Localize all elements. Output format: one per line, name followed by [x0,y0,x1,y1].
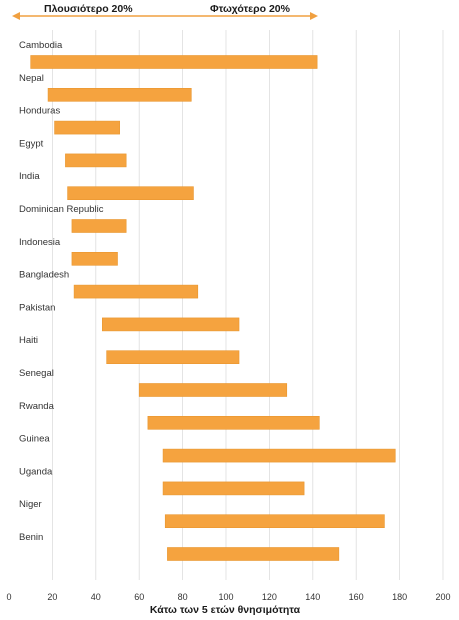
range-bar [167,547,340,561]
x-tick-label: 40 [91,592,101,602]
category-label: Honduras [19,106,60,117]
range-bar [106,350,240,365]
x-tick-label: 180 [392,592,407,602]
range-bar [30,55,318,69]
range-bar [71,252,118,266]
x-tick-label: 80 [178,592,188,602]
range-arrow-right-head [310,12,318,20]
range-bar [102,317,240,332]
x-tick-label: 160 [349,592,364,602]
category-label: Indonesia [19,237,61,248]
x-tick-label: 20 [47,592,57,602]
x-axis-ticks: 0 20 40 60 80 100 120 140 160 180 200 [6,592,450,602]
range-bar [71,219,127,233]
range-bar [47,88,192,102]
grid-layer [52,30,444,580]
x-tick-label: 60 [134,592,144,602]
range-label-richest: Πλουσιότερο 20% [44,3,133,15]
range-arrow-left-head [12,12,20,20]
x-axis-label: Κάτω των 5 ετών θνησιμότητα [150,604,301,616]
category-label: Senegal [19,368,54,379]
category-label: Guinea [19,434,50,445]
range-bar [67,186,194,200]
x-tick-label: 100 [218,592,233,602]
x-tick-label: 120 [262,592,277,602]
range-bar [54,120,120,135]
range-arrow: Πλουσιότερο 20% Φτωχότερο 20% [12,3,318,20]
category-label: Dominican Republic [19,204,104,215]
category-label: Nepal [19,73,44,84]
range-label-poorest: Φτωχότερο 20% [210,3,291,15]
range-bar [162,481,305,496]
category-label: Pakistan [19,302,55,313]
category-label: India [19,171,40,182]
range-bar [147,415,320,430]
category-label: Uganda [19,466,53,477]
range-bar [138,383,288,397]
category-label: Niger [19,499,42,510]
range-bar [164,514,385,529]
category-label: Haiti [19,335,38,346]
x-tick-label: 140 [305,592,320,602]
category-label: Bangladesh [19,270,69,281]
labels-layer: Cambodia Nepal Honduras Egypt India Dominican… [19,40,104,543]
range-bar [162,448,396,463]
bars-layer [30,55,396,561]
category-label: Benin [19,532,43,543]
category-label: Egypt [19,138,44,149]
x-tick-label: 0 [6,592,11,602]
category-label: Cambodia [19,40,63,51]
range-bar [73,284,199,299]
category-label: Rwanda [19,401,55,412]
x-tick-label: 200 [435,592,450,602]
range-bar [65,153,127,168]
